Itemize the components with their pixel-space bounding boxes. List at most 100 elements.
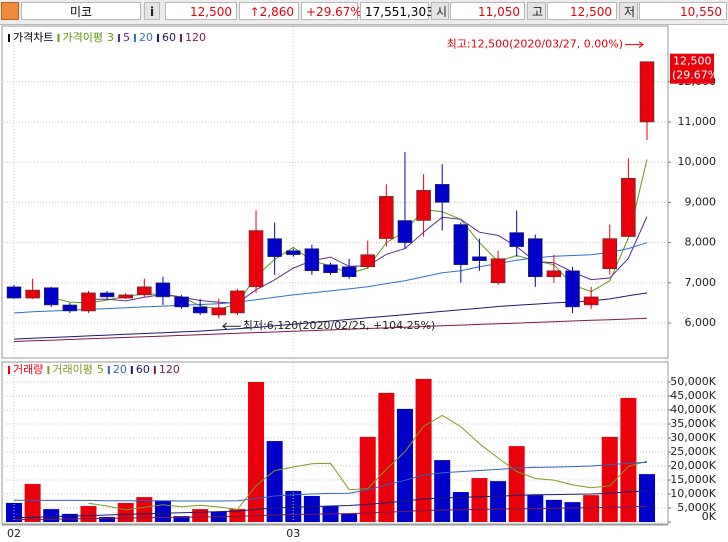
annotation: 최고:12,500(2020/03/27, 0.00%) xyxy=(447,38,623,51)
volume-bar xyxy=(43,509,60,522)
candle-body xyxy=(43,287,59,306)
legend-label: 20 xyxy=(113,363,127,376)
candle-body xyxy=(304,248,320,272)
volume-bar xyxy=(24,483,41,522)
volume-bar xyxy=(61,513,78,522)
ma-line xyxy=(13,317,648,342)
annotation-arrow xyxy=(625,41,644,49)
price-panel xyxy=(1,25,669,359)
legend-swatch xyxy=(8,34,10,42)
info-button[interactable]: i xyxy=(144,2,160,20)
legend-label: 3 xyxy=(107,31,114,44)
candle-body xyxy=(6,286,22,299)
ma-line xyxy=(13,490,648,519)
legend-swatch xyxy=(133,34,136,42)
legend-swatch xyxy=(156,34,159,42)
candle-body xyxy=(62,304,78,312)
y-tick-label: 40,000K xyxy=(670,403,716,416)
y-tick-label: 6,000 xyxy=(685,316,717,329)
y-tick-label: 8,000 xyxy=(685,236,717,249)
volume-panel xyxy=(1,361,669,525)
change: ↑2,860 xyxy=(239,2,299,20)
ma-line xyxy=(13,292,648,340)
volume-bar xyxy=(303,495,320,522)
volume-bar xyxy=(415,378,432,522)
legend-label: 가격이평 xyxy=(62,31,102,44)
y-tick-label: 50,000K xyxy=(670,375,716,388)
legend-swatch xyxy=(47,366,50,374)
legend-swatch xyxy=(130,366,133,374)
volume-bar xyxy=(117,502,134,522)
candle-body xyxy=(267,238,282,257)
y-tick-label: 15,000K xyxy=(670,473,716,486)
candle-body xyxy=(81,292,96,312)
volume-bar xyxy=(601,436,618,522)
y-tick-label: 9,000 xyxy=(685,195,717,208)
y-tick-label: 35,000K xyxy=(670,417,716,430)
x-tick-label: 02 xyxy=(7,527,21,540)
volume-bar xyxy=(173,516,190,522)
legend-label: 120 xyxy=(159,363,180,376)
legend-swatch xyxy=(8,366,10,374)
candle-body xyxy=(621,178,636,237)
annotation: 최저:6,120(2020/02/25, +104.25%) xyxy=(243,319,436,332)
volume-bar xyxy=(359,436,376,522)
volume-bar xyxy=(229,509,246,522)
candle-body xyxy=(341,266,357,278)
legend-swatch xyxy=(117,34,120,42)
y-tick-label: 0K xyxy=(702,510,717,523)
volume-bar xyxy=(508,446,525,522)
annotation-arrow xyxy=(221,322,241,330)
candle-body xyxy=(323,264,338,274)
stock-name[interactable]: 미코 xyxy=(21,2,141,20)
volume-bar xyxy=(396,408,413,522)
candle-body xyxy=(360,254,375,267)
candle-body xyxy=(490,258,506,284)
volume-bar xyxy=(583,495,600,522)
candle-body xyxy=(174,296,189,308)
toolbar: 미코 i 12,500 ↑2,860 +29.67% 17,551,303 시 … xyxy=(0,0,728,25)
volume-bar xyxy=(545,499,562,522)
candle-body xyxy=(453,224,469,265)
candle-body xyxy=(472,256,487,261)
candle-body xyxy=(639,61,655,123)
volume-bar xyxy=(266,441,283,522)
y-tick-label: 10,000K xyxy=(670,487,716,500)
candle-body xyxy=(416,190,431,221)
rate: +29.67% xyxy=(301,2,362,20)
price-tag-rate: (29.67%) xyxy=(672,69,723,82)
volume-bar xyxy=(248,382,265,522)
price-tag xyxy=(670,53,714,84)
candle-body xyxy=(434,184,450,203)
volume-bar xyxy=(434,460,451,522)
volume-bar xyxy=(80,506,97,522)
legend-label: 거래이평 xyxy=(52,363,92,376)
candle-body xyxy=(583,296,599,306)
candle-body xyxy=(602,238,618,269)
y-tick-label: 20,000K xyxy=(670,459,716,472)
candle-body xyxy=(192,306,208,314)
volume-bar xyxy=(639,474,655,522)
code-icon[interactable] xyxy=(1,2,19,20)
y-tick-label: 25,000K xyxy=(670,445,716,458)
candle-body xyxy=(565,270,580,308)
legend-swatch xyxy=(107,366,110,374)
legend-label: 가격차트 xyxy=(13,31,53,44)
candle-body xyxy=(248,230,264,288)
candle-body xyxy=(99,292,115,298)
ma-line xyxy=(14,461,648,502)
candle-body xyxy=(379,196,394,239)
volume-bar xyxy=(341,513,358,522)
candle-body xyxy=(137,286,152,296)
candle-body xyxy=(546,270,562,278)
y-tick-label: 7,000 xyxy=(685,276,717,289)
volume-bar xyxy=(136,497,153,522)
candle-body xyxy=(118,294,133,299)
legend-label: 5 xyxy=(123,31,130,44)
y-tick-label: 10,000 xyxy=(678,155,717,168)
legend-swatch xyxy=(179,34,182,42)
legend-label: 60 xyxy=(162,31,176,44)
volume-bar xyxy=(620,397,637,522)
legend-label: 거래량 xyxy=(13,363,43,376)
